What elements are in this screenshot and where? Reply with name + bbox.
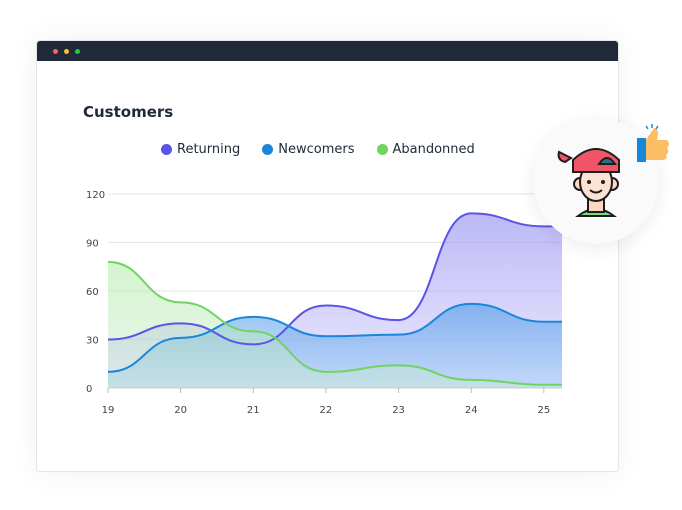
avatar (533, 118, 659, 244)
line-newcomers (107, 302, 562, 373)
chart-title: Customers (83, 103, 174, 121)
x-tick-label: 24 (465, 405, 478, 416)
legend-item-abandonned[interactable]: Abandonned (376, 142, 475, 157)
x-tick-label: 19 (102, 405, 115, 416)
y-tick-label: 120 (86, 190, 105, 201)
line-abandonned (107, 260, 562, 386)
legend-swatch (161, 144, 172, 155)
x-tick-label: 22 (320, 405, 333, 416)
legend-label: Returning (177, 142, 241, 157)
line-returning (107, 212, 562, 346)
legend-swatch (262, 144, 274, 155)
x-tick-label: 20 (174, 405, 187, 416)
area-abandonned (108, 261, 562, 388)
legend-swatch (376, 144, 388, 155)
minimize-dot[interactable] (64, 49, 69, 54)
y-tick-label: 90 (86, 239, 99, 250)
legend-item-returning[interactable]: Returning (161, 142, 240, 157)
boy-with-cap-avatar-icon (557, 148, 620, 217)
maximize-dot[interactable] (75, 49, 80, 54)
y-tick-label: 0 (86, 384, 92, 395)
window-titlebar (37, 41, 618, 61)
y-tick-label: 60 (86, 287, 99, 298)
x-tick-label: 23 (392, 405, 405, 416)
thumbs-up-icon (637, 124, 669, 162)
x-tick-label: 21 (247, 405, 260, 416)
x-tick-label: 25 (537, 405, 550, 416)
y-tick-label: 30 (86, 336, 99, 347)
legend: Returning Newcomers Abandonned (161, 142, 475, 157)
legend-label: Newcomers (278, 142, 355, 157)
legend-item-newcomers[interactable]: Newcomers (262, 142, 355, 157)
legend-label: Abandonned (392, 142, 475, 157)
close-dot[interactable] (53, 49, 58, 54)
